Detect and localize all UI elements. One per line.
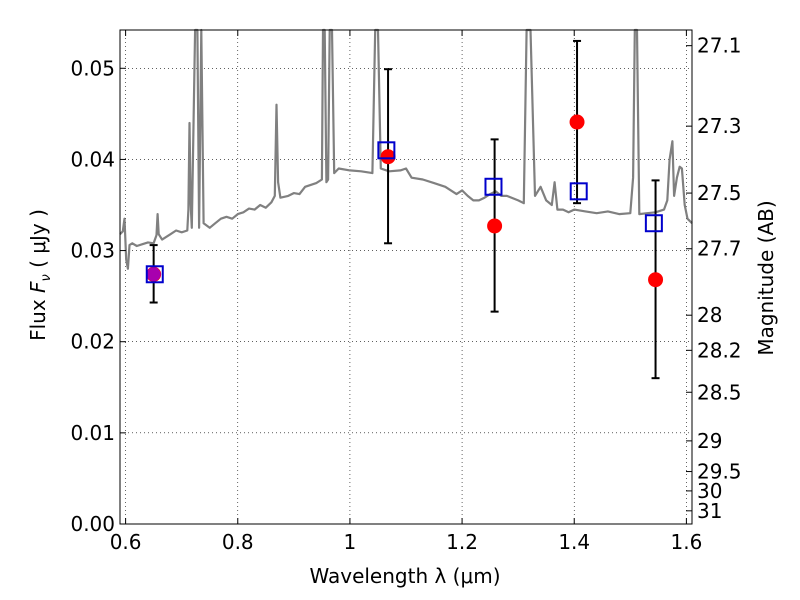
y2-tick-label: 28.2 <box>697 338 742 362</box>
observed-point <box>569 114 585 130</box>
y2-tick-label: 31 <box>697 499 722 523</box>
y-tick-label: 0.04 <box>70 147 115 171</box>
y2-tick-label: 28 <box>697 303 722 327</box>
plot-frame <box>119 29 693 525</box>
y-axis-label-subscript: ν <box>39 274 54 281</box>
x-tick-label: 1 <box>344 530 357 554</box>
y2-tick-label: 29.5 <box>697 460 742 484</box>
y2-tick-label: 30 <box>697 479 722 503</box>
x-axis-label: Wavelength λ (μm) <box>309 564 500 588</box>
y-axis-label-symbol: F <box>26 281 50 293</box>
observed-points-layer <box>146 114 664 288</box>
y2-tick-label: 27.1 <box>697 34 742 58</box>
y-tick-label: 0.01 <box>70 421 115 445</box>
y-axis-label: Flux Fν ( μJy ) <box>26 209 54 341</box>
y-tick-label: 0.00 <box>70 512 115 536</box>
y-axis-label-prefix: Flux <box>26 293 50 341</box>
observed-point <box>380 149 396 165</box>
y2-tick-label: 29 <box>697 429 722 453</box>
x-axis-ticks: 0.6 0.8 1 1.2 1.4 1.6 <box>110 30 702 554</box>
observed-point <box>648 272 664 288</box>
y2-tick-label: 28.5 <box>697 380 742 404</box>
y-axis-label-unit: ( μJy ) <box>26 209 50 274</box>
x-tick-label: 1.6 <box>670 530 702 554</box>
errorbars-layer <box>149 39 660 380</box>
y-tick-label: 0.05 <box>70 56 115 80</box>
model-photometry-square <box>377 141 396 160</box>
y-axis-ticks: 0.00 0.01 0.02 0.03 0.04 0.05 <box>70 56 126 536</box>
overlap-point <box>146 267 161 282</box>
x-tick-label: 1.2 <box>446 530 478 554</box>
x-tick-label: 1.4 <box>558 530 590 554</box>
y-tick-label: 0.03 <box>70 239 115 263</box>
x-tick-label: 0.8 <box>222 530 254 554</box>
x-tick-label: 0.6 <box>110 530 142 554</box>
y2-tick-label: 27.7 <box>697 237 742 261</box>
model-photometry-square <box>569 182 588 201</box>
y2-tick-label: 27.3 <box>697 114 742 138</box>
model-spectrum-line <box>119 28 693 270</box>
model-photometry-square <box>145 265 164 284</box>
grid-lines <box>120 30 692 525</box>
model-photometry-layer <box>145 141 663 284</box>
model-photometry-square <box>484 177 503 196</box>
y-tick-label: 0.02 <box>70 330 115 354</box>
model-spectrum-layer <box>119 28 693 270</box>
observed-point <box>487 218 503 234</box>
y2-tick-label: 27.5 <box>697 181 742 205</box>
y2-axis-label: Magnitude (AB) <box>754 200 778 355</box>
model-photometry-square <box>644 214 663 233</box>
